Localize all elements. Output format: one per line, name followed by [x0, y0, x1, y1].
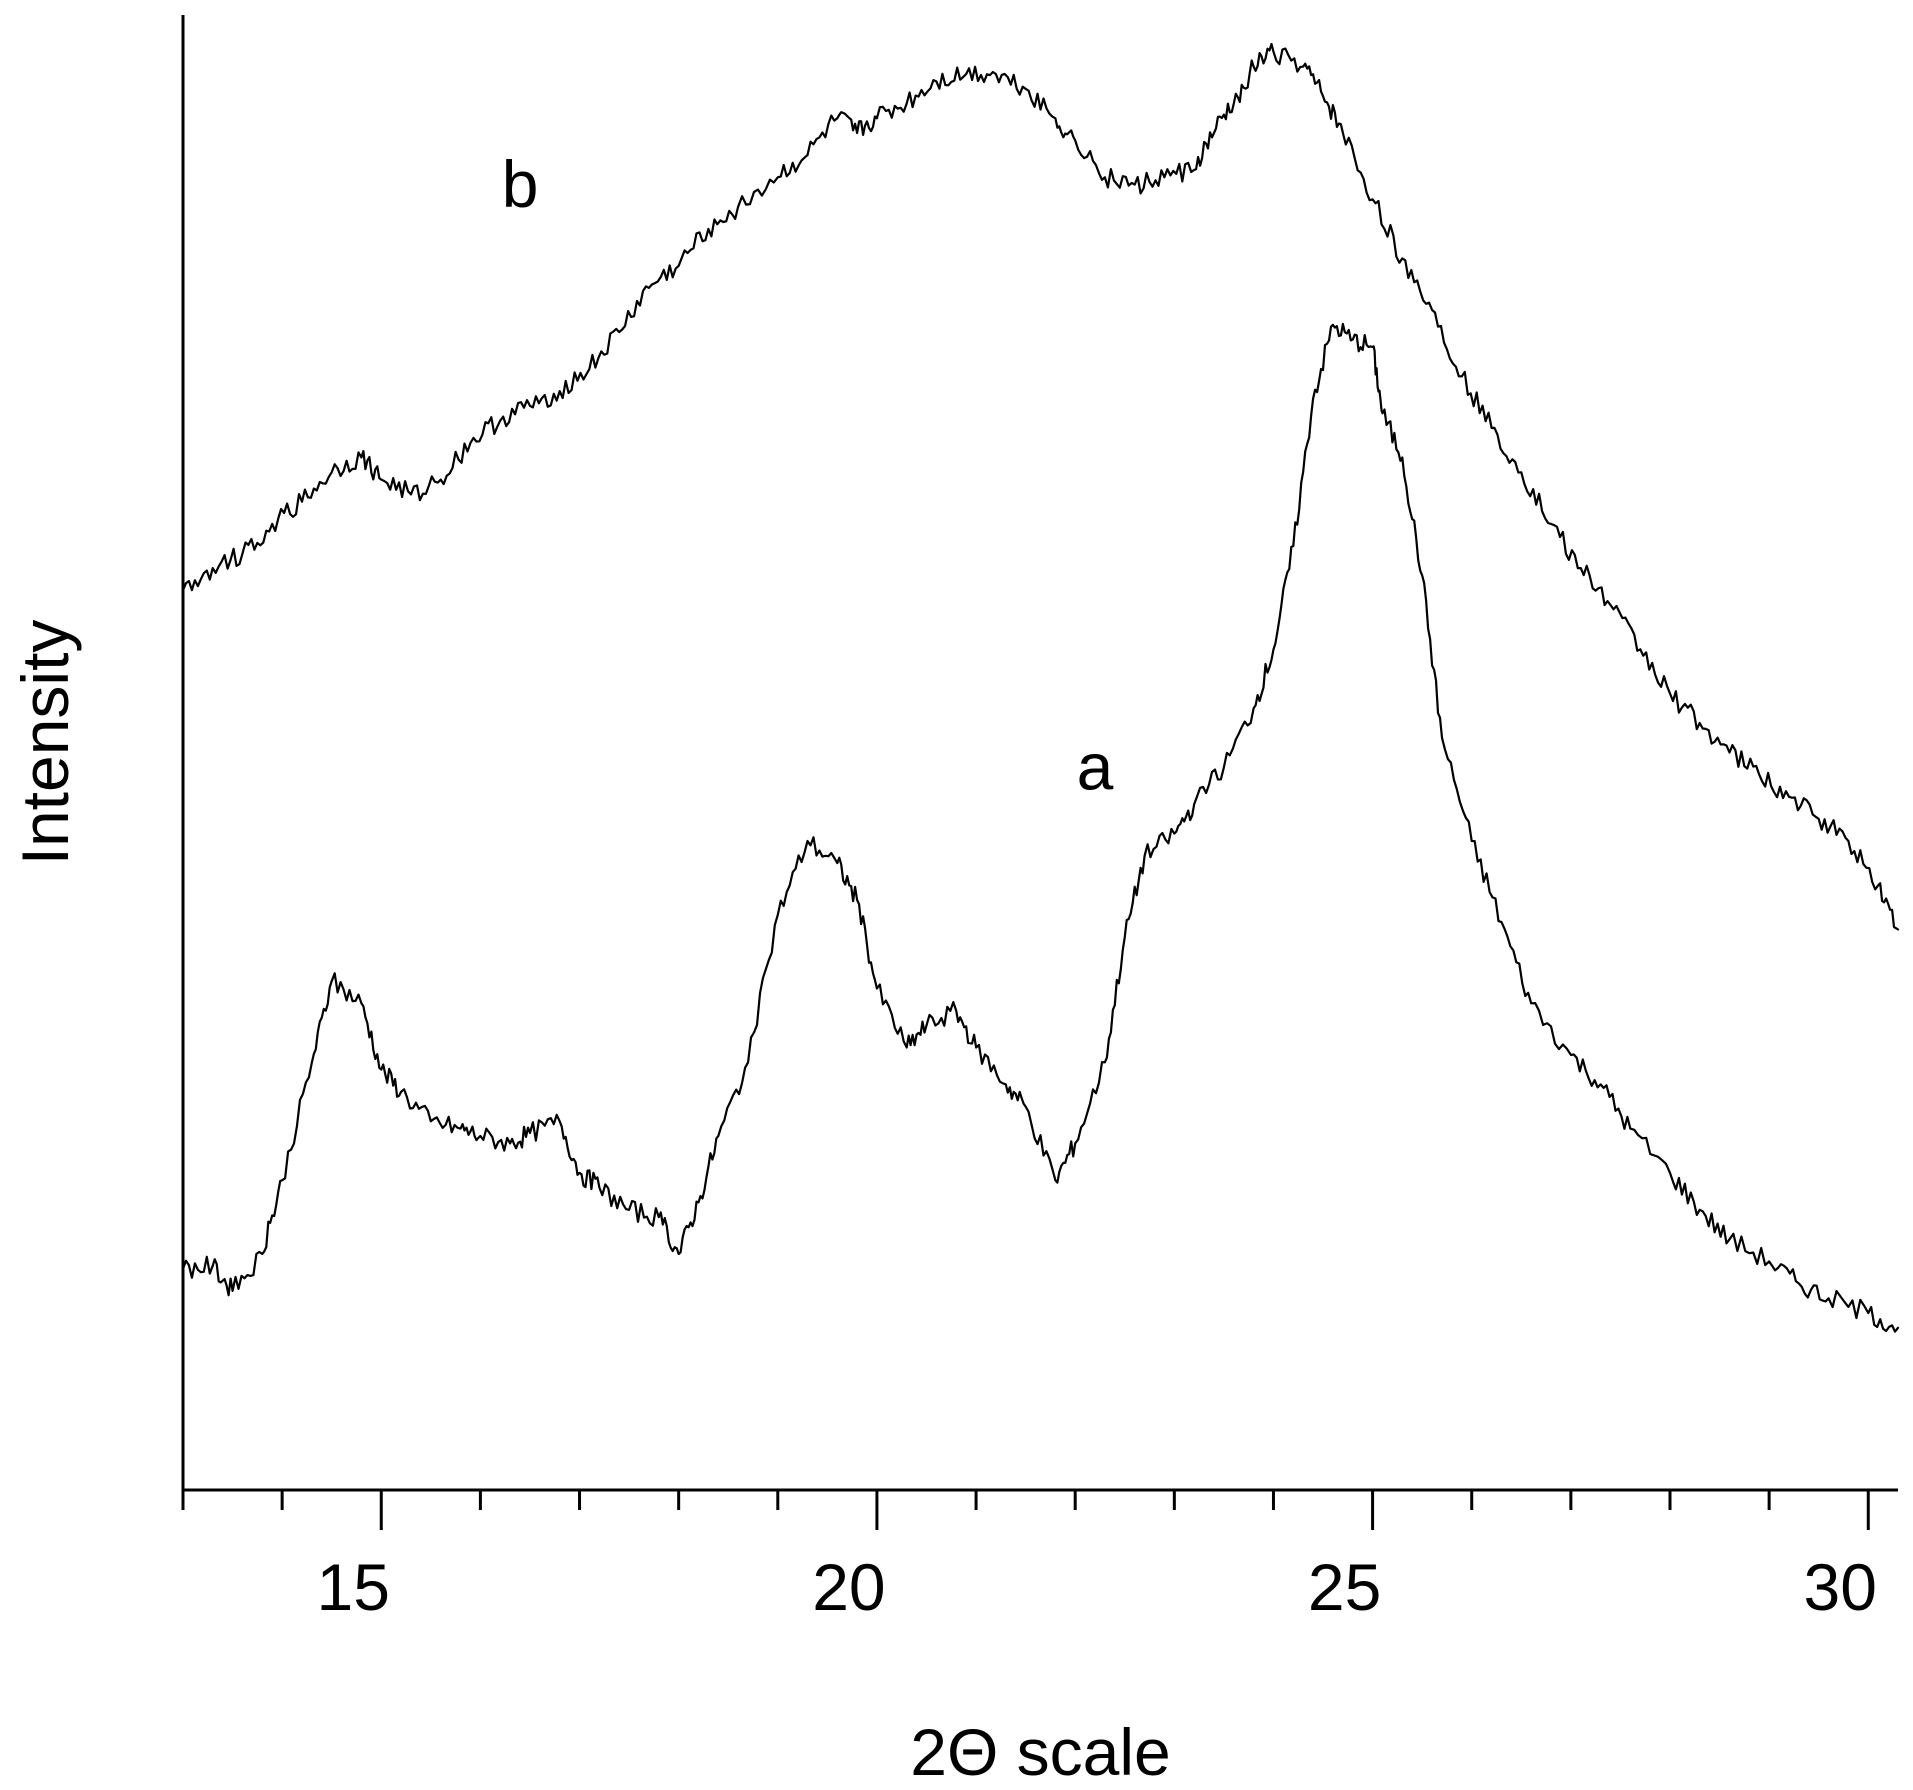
x-axis-title: 2Θ scale [910, 1715, 1170, 1789]
series-line-a [181, 322, 1900, 1333]
x-axis-tick-labels: 15 20 25 30 [317, 1550, 1877, 1624]
y-axis-title: Intensity [8, 620, 82, 866]
x-tick-label: 25 [1308, 1550, 1381, 1624]
series-label-b: b [502, 147, 539, 221]
x-tick-label: 20 [812, 1550, 885, 1624]
series-label-a: a [1077, 729, 1114, 803]
x-axis-ticks [181, 1490, 1870, 1530]
x-tick-label: 30 [1804, 1550, 1877, 1624]
x-tick-label: 15 [317, 1550, 390, 1624]
series-line-b [181, 42, 1900, 931]
series-annotations: ba [502, 147, 1114, 804]
series-group [181, 42, 1900, 1333]
